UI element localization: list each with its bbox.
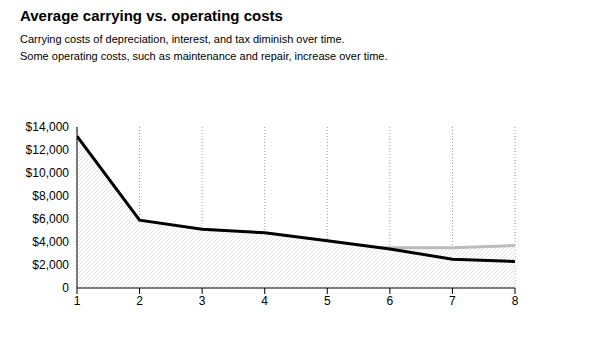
svg-text:$12,000: $12,000 bbox=[26, 143, 70, 157]
html-text:Carrying costs of depreciation: Carrying costs of depreciation, interest… bbox=[20, 33, 345, 45]
svg-text:5: 5 bbox=[324, 294, 331, 308]
svg-text:1: 1 bbox=[74, 294, 81, 308]
html-text:Some operating costs, such as: Some operating costs, such as maintenanc… bbox=[20, 50, 388, 62]
svg-text:6: 6 bbox=[387, 294, 394, 308]
svg-text:$4,000: $4,000 bbox=[32, 235, 69, 249]
svg-text:4: 4 bbox=[261, 294, 268, 308]
svg-text:$2,000: $2,000 bbox=[32, 258, 69, 272]
html-text:Average carrying vs. operating: Average carrying vs. operating costs bbox=[20, 7, 283, 24]
svg-text:8: 8 bbox=[512, 294, 519, 308]
svg-text:7: 7 bbox=[449, 294, 456, 308]
svg-text:3: 3 bbox=[199, 294, 206, 308]
svg-text:2: 2 bbox=[136, 294, 143, 308]
svg-text:$14,000: $14,000 bbox=[26, 120, 70, 134]
svg-text:$6,000: $6,000 bbox=[32, 212, 69, 226]
svg-text:$10,000: $10,000 bbox=[26, 166, 70, 180]
svg-text:0: 0 bbox=[62, 281, 69, 295]
svg-text:$8,000: $8,000 bbox=[32, 189, 69, 203]
